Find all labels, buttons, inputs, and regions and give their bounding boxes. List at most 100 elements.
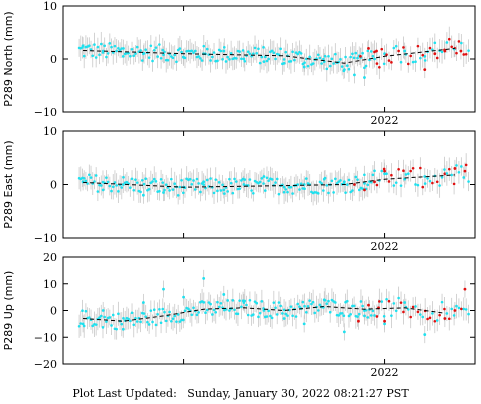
data-point (139, 49, 142, 52)
data-point (392, 184, 396, 187)
data-point (163, 50, 166, 54)
data-point (433, 41, 437, 45)
data-point (423, 333, 427, 336)
error-bars (78, 153, 469, 206)
data-point (447, 317, 451, 321)
data-point (281, 312, 284, 315)
recent-point (383, 169, 386, 173)
data-point (236, 312, 240, 316)
y-tick-label: 0 (50, 53, 57, 66)
data-point (147, 187, 151, 191)
data-point (267, 57, 270, 61)
data-point (316, 192, 320, 195)
data-point (211, 313, 214, 316)
data-point (387, 299, 391, 303)
data-point (299, 52, 303, 55)
data-point (82, 324, 86, 328)
data-point (267, 179, 270, 183)
data-point (347, 178, 351, 182)
data-point (392, 302, 396, 305)
data-point (122, 47, 125, 50)
data-point (84, 309, 88, 313)
data-point (431, 48, 434, 51)
data-point (460, 307, 463, 311)
data-point (411, 60, 415, 64)
data-point (428, 46, 432, 50)
data-point (204, 311, 207, 315)
data-point (464, 308, 468, 311)
data-point (96, 45, 100, 49)
data-point (426, 317, 429, 321)
data-point (304, 310, 308, 314)
data-point (110, 189, 113, 193)
data-point (354, 175, 358, 179)
y-tick-label: −10 (34, 232, 57, 245)
data-point (101, 49, 105, 53)
data-point (178, 320, 182, 323)
recent-point (463, 169, 467, 173)
data-point (351, 189, 354, 192)
data-point (166, 58, 170, 62)
data-point (222, 188, 226, 192)
data-point (209, 59, 212, 62)
data-point (255, 301, 259, 305)
data-point (426, 177, 429, 180)
data-point (371, 54, 375, 58)
data-point (435, 319, 439, 322)
data-point (257, 47, 260, 51)
data-point (234, 57, 238, 60)
data-point (457, 306, 461, 310)
data-point (322, 298, 326, 302)
data-point (450, 307, 453, 311)
data-point (399, 184, 403, 187)
data-point (241, 49, 245, 52)
data-point (197, 55, 200, 58)
data-point (310, 302, 313, 306)
data-point (202, 277, 206, 280)
data-point (262, 60, 266, 64)
data-point (265, 59, 269, 63)
data-point (242, 57, 246, 61)
data-point (105, 55, 108, 59)
data-point (282, 61, 286, 65)
data-point (342, 330, 346, 334)
recent-point (363, 188, 366, 192)
data-point (414, 305, 417, 308)
data-point (103, 315, 107, 319)
data-point (161, 307, 165, 311)
data-point (176, 194, 180, 197)
data-point (209, 177, 212, 180)
data-point (168, 189, 171, 192)
data-point (209, 302, 212, 306)
data-point (345, 183, 349, 186)
data-point (349, 313, 352, 316)
data-point (88, 173, 91, 177)
error-bars (78, 269, 469, 344)
data-point (467, 49, 470, 52)
data-point (197, 311, 200, 314)
data-point (409, 315, 412, 319)
data-point (205, 178, 209, 182)
data-point (222, 192, 226, 195)
data-point (375, 315, 379, 318)
data-point (325, 302, 329, 306)
data-point (170, 177, 173, 181)
data-point (103, 44, 107, 48)
recent-point (375, 49, 378, 53)
data-point (406, 172, 410, 176)
y-tick-label: 10 (43, 125, 57, 138)
data-point (252, 313, 255, 316)
data-point (270, 316, 274, 320)
data-point (147, 56, 151, 59)
data-point (447, 37, 451, 41)
data-point (81, 44, 85, 48)
data-point (462, 176, 466, 179)
data-point (151, 180, 154, 183)
data-point (327, 299, 330, 303)
data-point (248, 178, 252, 181)
data-point (82, 54, 86, 58)
data-point (416, 183, 420, 187)
data-point (361, 51, 364, 55)
data-point (320, 62, 323, 65)
data-point (139, 320, 142, 324)
